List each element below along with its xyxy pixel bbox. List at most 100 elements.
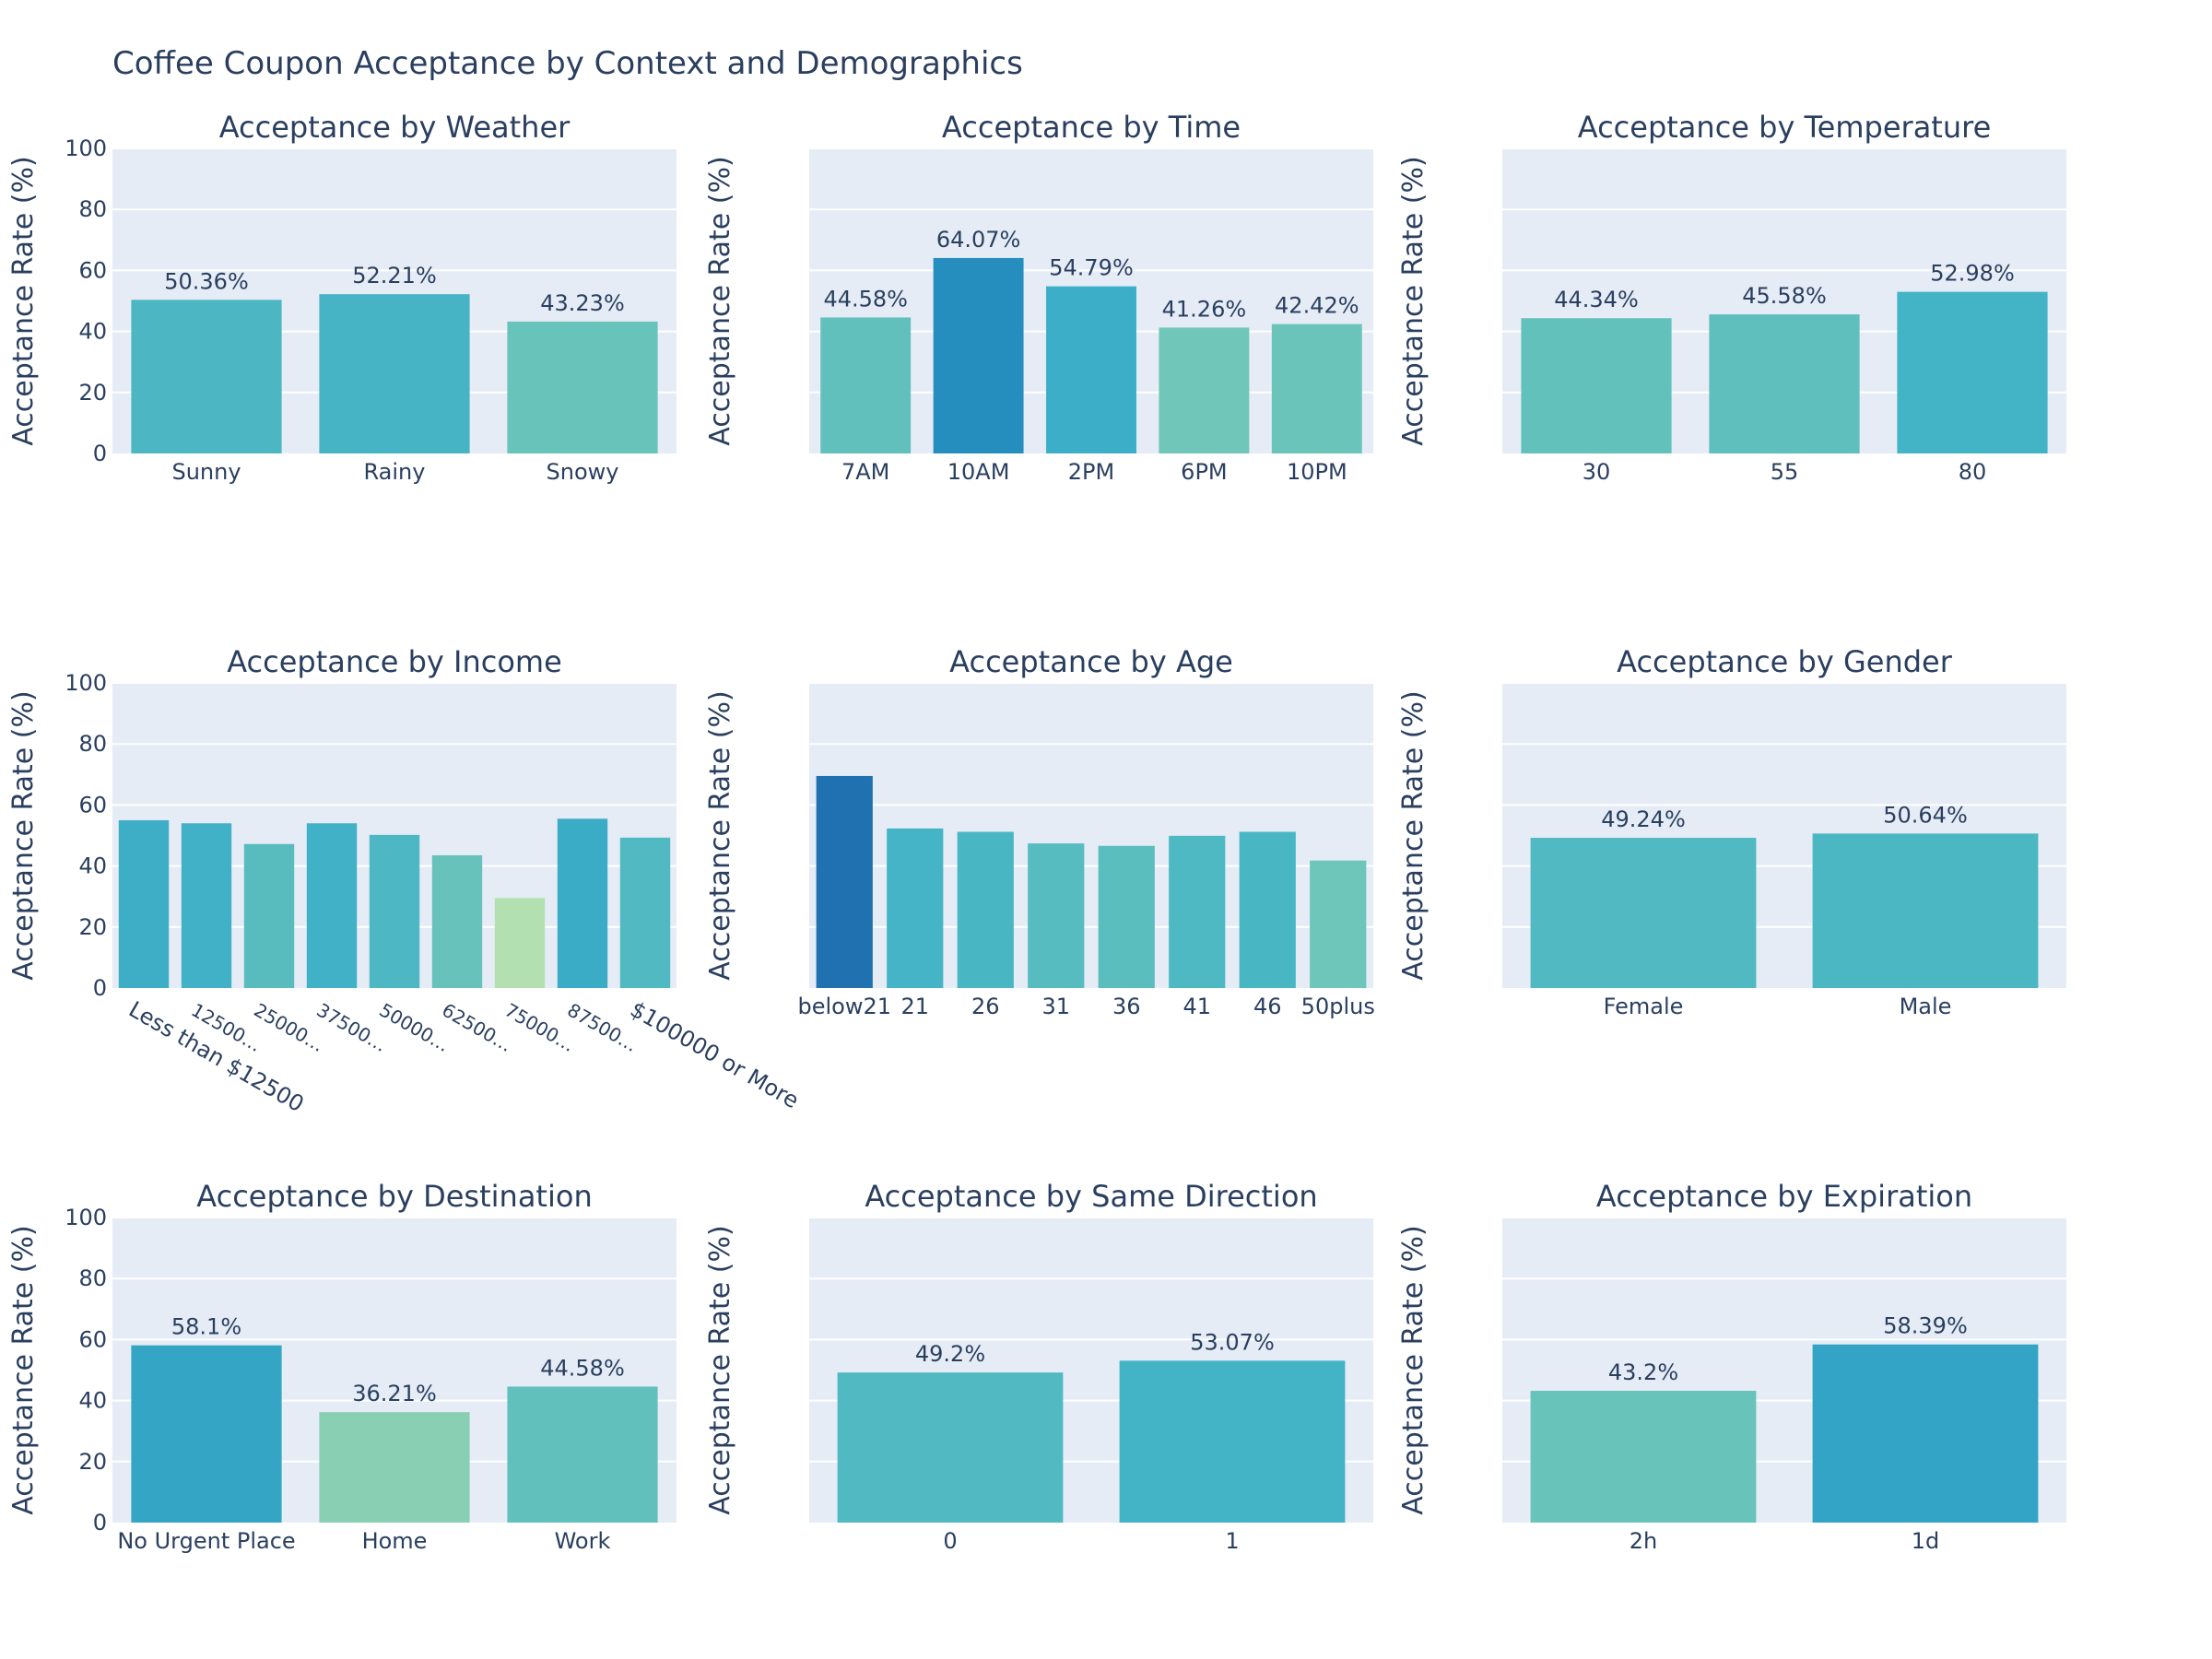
subplot-8: Acceptance by Same Direction Acceptance R…: [704, 1179, 1373, 1554]
y-tick-label: 40: [78, 319, 107, 345]
x-tick-label: Snowy: [547, 459, 619, 485]
x-tick-label: 41: [1182, 994, 1211, 1019]
x-tick-label: 62500…: [439, 999, 516, 1057]
subplot-5: Acceptance by Age Acceptance Rate (%) belo…: [704, 644, 1375, 1019]
y-axis-label: Acceptance Rate (%): [1397, 156, 1430, 445]
y-axis-label: Acceptance Rate (%): [704, 1225, 736, 1514]
bar: [306, 823, 358, 988]
x-tick-label: 10AM: [947, 459, 1010, 485]
data-label: 53.07%: [1190, 1329, 1275, 1355]
x-tick-label: 21: [900, 994, 929, 1019]
subplot-title: Acceptance by Temperature: [1578, 110, 1992, 145]
y-axis-label: Acceptance Rate (%): [7, 1225, 40, 1514]
y-tick-label: 60: [78, 792, 107, 818]
bar: [1239, 831, 1296, 988]
bar: [619, 837, 671, 988]
bar: [494, 898, 546, 988]
y-tick-label: 0: [93, 975, 107, 1001]
y-tick-label: 20: [78, 1449, 107, 1475]
x-tick-label: No Urgent Place: [117, 1528, 295, 1554]
y-tick-label: 0: [93, 441, 107, 466]
data-label: 43.23%: [540, 290, 625, 316]
bar: [243, 843, 295, 988]
y-axis-label: Acceptance Rate (%): [704, 156, 736, 445]
figure-title: Coffee Coupon Acceptance by Context and …: [112, 45, 1023, 82]
y-axis-label: Acceptance Rate (%): [704, 690, 736, 980]
y-tick-label: 100: [65, 670, 107, 696]
y-tick-label: 20: [78, 380, 107, 406]
bar: [507, 321, 658, 453]
x-tick-label: Sunny: [171, 459, 241, 485]
subplot-title: Acceptance by Expiration: [1596, 1179, 1972, 1214]
bar: [1521, 318, 1672, 453]
bar: [1119, 1360, 1346, 1523]
bar: [131, 300, 282, 453]
x-tick-label: 36: [1112, 994, 1141, 1019]
bar: [957, 831, 1014, 988]
x-tick-label: 7AM: [841, 459, 889, 485]
x-tick-label: 80: [1959, 459, 1987, 485]
x-tick-label: 55: [1771, 459, 1799, 485]
data-label: 44.34%: [1554, 287, 1639, 312]
x-tick-label: 30: [1583, 459, 1611, 485]
x-tick-label: 50plus: [1301, 994, 1375, 1019]
x-tick-label: 0: [943, 1528, 957, 1554]
bar: [1530, 1391, 1757, 1523]
bar: [820, 317, 912, 453]
subplot-7: Acceptance by Destination 0 20 40 60 80 100 Acc…: [7, 1179, 677, 1554]
bar: [319, 294, 470, 453]
x-tick-label: 26: [971, 994, 1000, 1019]
bar: [1530, 838, 1757, 988]
data-label: 44.58%: [540, 1355, 625, 1381]
bar: [131, 1345, 282, 1523]
bar: [837, 1372, 1064, 1523]
data-label: 45.58%: [1742, 283, 1827, 309]
x-tick-label: $100000 or More: [626, 996, 804, 1113]
bar: [1169, 835, 1226, 988]
bar: [118, 819, 170, 988]
bar: [1271, 324, 1362, 453]
x-tick-label: 46: [1253, 994, 1282, 1019]
bar: [557, 818, 608, 988]
y-tick-label: 80: [78, 731, 107, 757]
data-label: 58.39%: [1883, 1313, 1968, 1339]
data-label: 54.79%: [1049, 255, 1134, 281]
x-tick-label: Male: [1900, 994, 1952, 1019]
data-label: 43.2%: [1608, 1359, 1678, 1385]
data-label: 64.07%: [936, 227, 1021, 253]
y-tick-label: 40: [78, 853, 107, 879]
data-label: 52.21%: [352, 263, 437, 288]
x-tick-label: 37500…: [313, 999, 391, 1057]
x-tick-label: 10PM: [1287, 459, 1347, 485]
subplot-1: Acceptance by Weather 0 20 40 60 80 100 Accepta…: [7, 110, 677, 485]
bar: [181, 823, 232, 988]
data-label: 42.42%: [1275, 293, 1359, 319]
x-tick-label: 2PM: [1068, 459, 1114, 485]
bar: [1897, 291, 2048, 453]
subplot-title: Acceptance by Same Direction: [865, 1179, 1317, 1214]
data-label: 49.24%: [1601, 806, 1686, 832]
y-tick-label: 60: [78, 257, 107, 283]
y-tick-label: 0: [93, 1510, 107, 1535]
x-tick-label: Home: [362, 1528, 428, 1554]
bar: [507, 1386, 658, 1523]
x-tick-label: 50000…: [376, 999, 453, 1057]
y-axis-label: Acceptance Rate (%): [7, 156, 40, 445]
data-label: 49.2%: [915, 1341, 985, 1367]
subplot-4: Acceptance by Income 0 20 40 60 80 100 Acceptan…: [7, 644, 804, 1117]
x-tick-label: 31: [1041, 994, 1070, 1019]
y-tick-label: 40: [78, 1388, 107, 1414]
data-label: 50.64%: [1883, 802, 1968, 828]
x-tick-label: 75000…: [501, 999, 579, 1057]
bar: [1028, 843, 1085, 988]
y-tick-label: 60: [78, 1326, 107, 1352]
data-label: 58.1%: [171, 1314, 241, 1340]
subplot-title: Acceptance by Age: [949, 644, 1233, 679]
x-tick-label: Female: [1604, 994, 1684, 1019]
x-tick-label: 6PM: [1181, 459, 1227, 485]
y-axis-label: Acceptance Rate (%): [1397, 690, 1430, 980]
bar: [1812, 1344, 2039, 1523]
bar: [887, 828, 944, 988]
data-label: 36.21%: [352, 1381, 437, 1406]
